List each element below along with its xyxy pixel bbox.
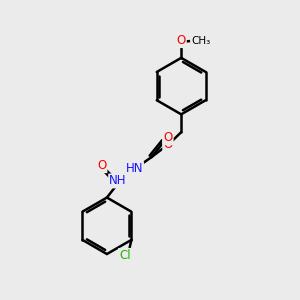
Text: O: O xyxy=(163,131,172,144)
Text: NH: NH xyxy=(109,174,127,188)
Text: O: O xyxy=(163,138,172,151)
Text: CH₃: CH₃ xyxy=(191,36,210,46)
Text: O: O xyxy=(97,159,106,172)
Text: HN: HN xyxy=(125,162,143,175)
Text: Cl: Cl xyxy=(119,249,130,262)
Text: O: O xyxy=(177,34,186,47)
